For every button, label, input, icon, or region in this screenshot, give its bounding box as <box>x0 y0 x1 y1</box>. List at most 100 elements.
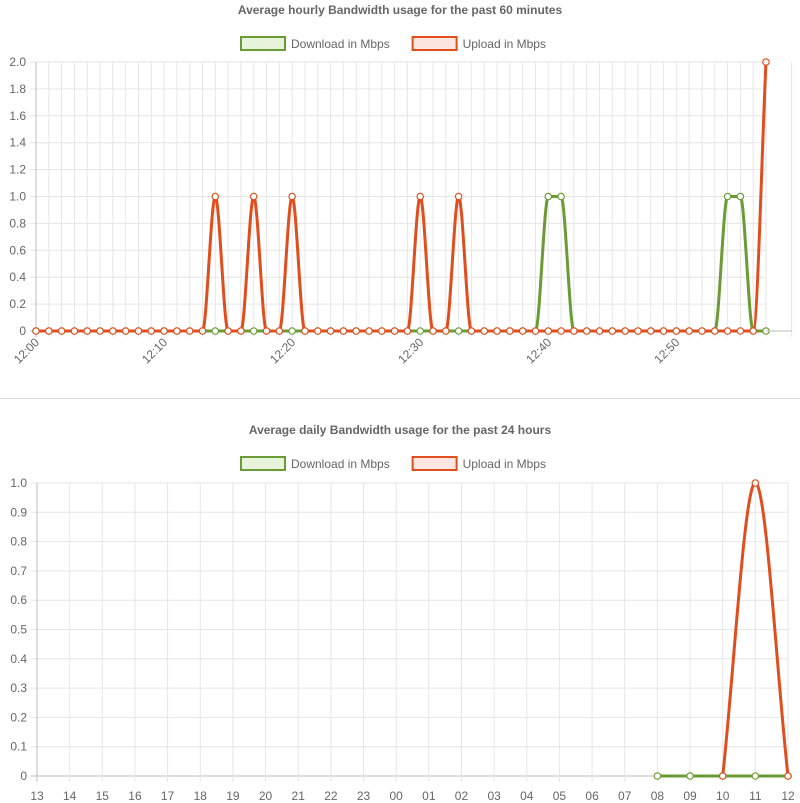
daily-xtick-2: 15 <box>96 789 110 803</box>
daily-xtick-14: 03 <box>487 789 501 803</box>
hourly-point-s1-29 <box>403 327 412 335</box>
hourly-point-s1-21 <box>301 327 309 335</box>
hourly-point-s1-33 <box>454 192 463 201</box>
hourly-point-s1-45 <box>608 327 617 335</box>
hourly-legend-label-1: Upload in Mbps <box>463 37 546 51</box>
hourly-legend-swatch-1 <box>411 36 458 51</box>
hourly-ytick-10: 2.0 <box>9 55 26 69</box>
daily-xtick-22: 11 <box>749 789 762 803</box>
hourly-point-s1-27 <box>377 327 386 335</box>
hourly-ytick-0: 0 <box>19 324 26 338</box>
daily-legend-swatch-1 <box>411 456 458 471</box>
hourly-point-s1-56 <box>749 327 757 335</box>
daily-xtick-20: 09 <box>683 789 697 803</box>
hourly-point-s1-1 <box>45 327 53 335</box>
hourly-point-s1-53 <box>710 327 719 335</box>
hourly-point-s0-40 <box>544 192 553 201</box>
hourly-legend-label-0: Download in Mbps <box>291 37 390 51</box>
hourly-point-s1-44 <box>595 327 604 335</box>
hourly-chart-svg: Average hourly Bandwidth usage for the p… <box>9 3 793 366</box>
daily-xtick-16: 05 <box>553 789 567 803</box>
daily-point-s1-23 <box>784 772 792 780</box>
daily-ytick-7: 0.7 <box>10 564 27 578</box>
hourly-xtick-3: 12:30 <box>395 335 426 366</box>
daily-ytick-1: 0.1 <box>10 740 27 754</box>
hourly-ytick-2: 0.4 <box>9 270 26 284</box>
hourly-ytick-3: 0.6 <box>9 243 26 257</box>
hourly-point-s1-12 <box>185 327 194 335</box>
hourly-xtick-5: 12:50 <box>651 335 682 366</box>
daily-point-s1-21 <box>718 772 727 780</box>
hourly-point-s1-55 <box>736 327 745 335</box>
hourly-point-s1-14 <box>211 192 220 201</box>
hourly-point-s1-15 <box>224 327 232 335</box>
daily-ytick-4: 0.4 <box>10 652 27 666</box>
daily-xtick-0: 13 <box>30 789 44 803</box>
daily-xtick-15: 04 <box>520 789 534 803</box>
daily-ytick-2: 0.2 <box>10 710 27 724</box>
hourly-point-s1-28 <box>390 327 399 335</box>
daily-bandwidth-chart: Average daily Bandwidth usage for the pa… <box>0 420 800 803</box>
hourly-series-line-0 <box>36 195 766 333</box>
daily-ytick-8: 0.8 <box>10 535 27 549</box>
daily-ytick-0: 0 <box>20 769 27 783</box>
hourly-point-s1-34 <box>467 327 476 335</box>
hourly-point-s0-41 <box>557 192 565 201</box>
hourly-point-s1-11 <box>173 327 181 335</box>
daily-xtick-21: 10 <box>716 789 730 803</box>
hourly-point-s1-22 <box>313 327 322 335</box>
daily-xtick-17: 06 <box>585 789 599 803</box>
daily-point-s0-19 <box>653 772 662 780</box>
daily-xtick-3: 16 <box>128 789 142 803</box>
daily-ytick-10: 1.0 <box>10 476 27 490</box>
daily-point-s0-20 <box>686 772 694 780</box>
hourly-point-s1-38 <box>518 327 527 335</box>
hourly-legend-swatch-0 <box>240 36 286 51</box>
daily-xtick-7: 20 <box>259 789 273 803</box>
hourly-point-s1-30 <box>416 192 425 201</box>
daily-point-s1-22 <box>751 479 760 487</box>
daily-xtick-5: 18 <box>194 789 208 803</box>
hourly-point-s1-6 <box>109 327 117 335</box>
hourly-point-s1-13 <box>198 327 207 335</box>
hourly-point-s0-54 <box>723 192 732 201</box>
daily-legend-swatch-0 <box>240 456 286 471</box>
hourly-point-s1-10 <box>160 327 168 335</box>
daily-legend-label-0: Download in Mbps <box>291 457 390 471</box>
hourly-point-s1-17 <box>249 192 258 201</box>
hourly-point-s1-52 <box>698 327 706 335</box>
hourly-point-s0-33 <box>454 327 463 335</box>
hourly-point-s1-7 <box>121 327 130 335</box>
daily-ytick-9: 0.9 <box>10 505 27 519</box>
hourly-point-s1-8 <box>134 327 143 335</box>
daily-title: Average daily Bandwidth usage for the pa… <box>249 423 552 437</box>
hourly-bandwidth-chart: Average hourly Bandwidth usage for the p… <box>0 0 800 398</box>
daily-ytick-3: 0.3 <box>10 681 27 695</box>
hourly-point-s1-20 <box>288 192 296 201</box>
daily-xtick-10: 23 <box>357 789 371 803</box>
hourly-point-s1-25 <box>352 327 360 335</box>
daily-xtick-4: 17 <box>161 789 175 803</box>
daily-xtick-6: 19 <box>226 789 240 803</box>
hourly-xtick-0: 12:00 <box>11 335 42 366</box>
hourly-point-s1-42 <box>570 327 578 335</box>
daily-chart-svg: Average daily Bandwidth usage for the pa… <box>10 423 795 803</box>
hourly-point-s1-0 <box>32 327 40 335</box>
hourly-point-s1-46 <box>621 327 629 335</box>
daily-xtick-18: 07 <box>618 789 632 803</box>
hourly-ytick-7: 1.4 <box>9 136 26 150</box>
daily-xtick-12: 01 <box>422 789 436 803</box>
daily-ytick-6: 0.6 <box>10 593 27 607</box>
hourly-point-s1-37 <box>506 327 514 335</box>
hourly-point-s1-51 <box>685 327 693 335</box>
daily-xtick-8: 21 <box>292 789 306 803</box>
hourly-point-s0-55 <box>736 192 745 201</box>
hourly-ytick-4: 0.8 <box>9 216 26 230</box>
hourly-ytick-1: 0.2 <box>9 297 26 311</box>
hourly-ytick-9: 1.8 <box>9 82 26 96</box>
hourly-point-s1-3 <box>70 327 79 335</box>
hourly-point-s1-40 <box>544 327 553 335</box>
hourly-point-s1-18 <box>262 327 271 335</box>
chart-divider <box>0 398 800 399</box>
hourly-point-s1-36 <box>493 327 501 335</box>
